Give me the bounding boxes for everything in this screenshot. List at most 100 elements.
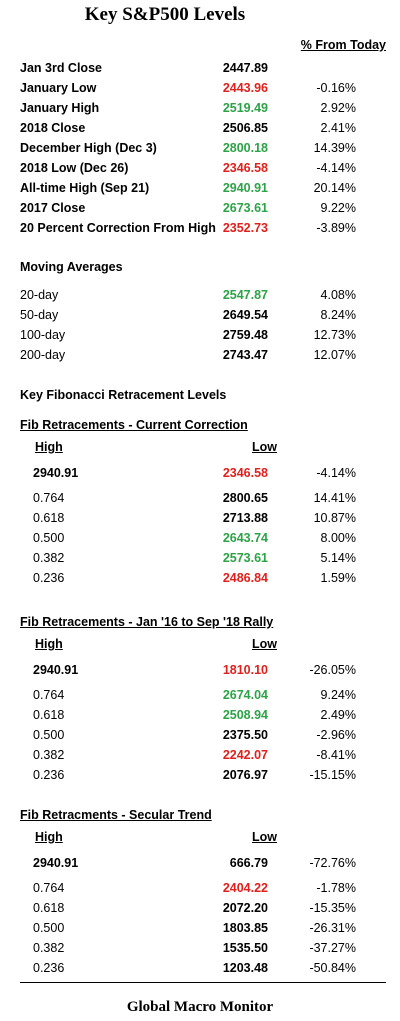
fib-ratio: 0.236 xyxy=(33,768,65,782)
fib-ratio: 0.500 xyxy=(33,728,65,742)
fib-level-row: 0.236 1203.48 -50.84% xyxy=(0,958,400,978)
fib-level-row: 0.382 2242.07 -8.41% xyxy=(0,745,400,765)
fib-level-pct: -1.78% xyxy=(316,881,356,895)
footer-brand: Global Macro Monitor xyxy=(126,999,274,1015)
level-pct: 9.22% xyxy=(320,201,356,215)
fib-level-row: 0.618 2508.94 2.49% xyxy=(0,705,400,725)
key-level-row: All-time High (Sep 21) 2940.91 20.14% xyxy=(0,178,400,198)
fib-anchor-pct: -4.14% xyxy=(316,466,356,480)
fib-level-pct: 2.49% xyxy=(320,708,356,722)
fib-level-value: 1203.48 xyxy=(222,961,268,975)
ma-pct: 12.07% xyxy=(313,348,356,362)
fib-level-row: 0.500 2375.50 -2.96% xyxy=(0,725,400,745)
fib-level-row: 0.764 2800.65 14.41% xyxy=(0,488,400,508)
fib-level-value: 2674.04 xyxy=(222,688,268,702)
level-label: January Low xyxy=(20,81,97,95)
high-column-header: High xyxy=(35,637,63,651)
fib-ratio: 0.618 xyxy=(33,901,65,915)
fib-anchor-row: 2940.91 2346.58 -4.14% xyxy=(0,463,400,483)
level-value: 2673.61 xyxy=(222,201,268,215)
fib-level-pct: 1.59% xyxy=(320,571,356,585)
fib-level-pct: -15.35% xyxy=(309,901,356,915)
fib-ratio: 0.618 xyxy=(33,511,65,525)
fib-level-pct: -37.27% xyxy=(309,941,356,955)
fib-high-value: 2940.91 xyxy=(33,856,79,870)
fib-level-pct: 8.00% xyxy=(320,531,356,545)
level-label: January High xyxy=(20,101,100,115)
low-column-header: Low xyxy=(252,637,277,651)
fib-ratio: 0.618 xyxy=(33,708,65,722)
fib-low-value: 1810.10 xyxy=(222,663,268,677)
fib-level-value: 2508.94 xyxy=(222,708,268,722)
fib-level-pct: 5.14% xyxy=(320,551,356,565)
fib-level-value: 2072.20 xyxy=(222,901,268,915)
fib-ratio: 0.236 xyxy=(33,571,65,585)
key-level-row: January Low 2443.96 -0.16% xyxy=(0,78,400,98)
level-pct: 14.39% xyxy=(313,141,356,155)
fib-level-value: 2713.88 xyxy=(222,511,268,525)
level-pct: 2.41% xyxy=(320,121,356,135)
fib-ratio: 0.382 xyxy=(33,748,65,762)
fib-level-row: 0.236 2076.97 -15.15% xyxy=(0,765,400,785)
fib-level-row: 0.618 2072.20 -15.35% xyxy=(0,898,400,918)
level-value: 2519.49 xyxy=(222,101,268,115)
fib-level-pct: -26.31% xyxy=(309,921,356,935)
fib-level-pct: 10.87% xyxy=(313,511,356,525)
fib-level-pct: -8.41% xyxy=(316,748,356,762)
fib-level-row: 0.764 2404.22 -1.78% xyxy=(0,878,400,898)
fib-level-value: 2404.22 xyxy=(222,881,268,895)
level-label: 2018 Low (Dec 26) xyxy=(20,161,129,175)
fib-ratio: 0.500 xyxy=(33,921,65,935)
key-level-row: 20 Percent Correction From High 2352.73 -3… xyxy=(0,218,400,238)
fib-level-row: 0.500 2643.74 8.00% xyxy=(0,528,400,548)
fib-level-pct: 9.24% xyxy=(320,688,356,702)
level-value: 2346.58 xyxy=(222,161,268,175)
fib-level-pct: -2.96% xyxy=(316,728,356,742)
level-label: 20 Percent Correction From High xyxy=(20,221,216,235)
fib-low-value: 666.79 xyxy=(229,856,268,870)
fib-level-row: 0.618 2713.88 10.87% xyxy=(0,508,400,528)
ma-label: 20-day xyxy=(20,288,59,302)
fib-ratio: 0.764 xyxy=(33,491,65,505)
fib-level-value: 2643.74 xyxy=(222,531,268,545)
fib-level-row: 0.236 2486.84 1.59% xyxy=(0,568,400,588)
low-column-header: Low xyxy=(252,830,277,844)
fib-section-title: Fib Retracements - Current Correction xyxy=(20,418,248,432)
key-level-row: Jan 3rd Close 2447.89 xyxy=(0,58,400,78)
moving-average-row: 50-day 2649.54 8.24% xyxy=(0,305,400,325)
ma-pct: 8.24% xyxy=(320,308,356,322)
ma-pct: 12.73% xyxy=(313,328,356,342)
fib-level-value: 2486.84 xyxy=(222,571,268,585)
moving-average-row: 100-day 2759.48 12.73% xyxy=(0,325,400,345)
fib-level-value: 2076.97 xyxy=(222,768,268,782)
key-level-row: 2017 Close 2673.61 9.22% xyxy=(0,198,400,218)
fib-high-value: 2940.91 xyxy=(33,663,79,677)
fib-ratio: 0.382 xyxy=(33,551,65,565)
ma-value: 2743.47 xyxy=(222,348,268,362)
level-pct: -3.89% xyxy=(316,221,356,235)
fib-level-value: 2375.50 xyxy=(222,728,268,742)
fib-section-title: Fib Retracements - Jan '16 to Sep '18 Ra… xyxy=(20,615,274,629)
fib-ratio: 0.764 xyxy=(33,881,65,895)
level-value: 2506.85 xyxy=(222,121,268,135)
level-value: 2352.73 xyxy=(222,221,268,235)
low-column-header: Low xyxy=(252,440,277,454)
moving-averages-title: Moving Averages xyxy=(20,260,123,274)
fib-anchor-row: 2940.91 1810.10 -26.05% xyxy=(0,660,400,680)
fib-level-pct: -15.15% xyxy=(309,768,356,782)
key-level-row: 2018 Close 2506.85 2.41% xyxy=(0,118,400,138)
level-label: 2017 Close xyxy=(20,201,86,215)
level-pct: -4.14% xyxy=(316,161,356,175)
level-pct: -0.16% xyxy=(316,81,356,95)
key-level-row: 2018 Low (Dec 26) 2346.58 -4.14% xyxy=(0,158,400,178)
fib-high-value: 2940.91 xyxy=(33,466,79,480)
fib-anchor-row: 2940.91 666.79 -72.76% xyxy=(0,853,400,873)
fib-level-value: 1803.85 xyxy=(222,921,268,935)
fib-level-pct: -50.84% xyxy=(309,961,356,975)
fib-level-row: 0.382 1535.50 -37.27% xyxy=(0,938,400,958)
fib-level-row: 0.500 1803.85 -26.31% xyxy=(0,918,400,938)
fib-title: Key Fibonacci Retracement Levels xyxy=(20,388,227,402)
pct-from-today-header: % From Today xyxy=(300,38,386,52)
fib-ratio: 0.382 xyxy=(33,941,65,955)
page-title: Key S&P500 Levels xyxy=(84,4,246,25)
